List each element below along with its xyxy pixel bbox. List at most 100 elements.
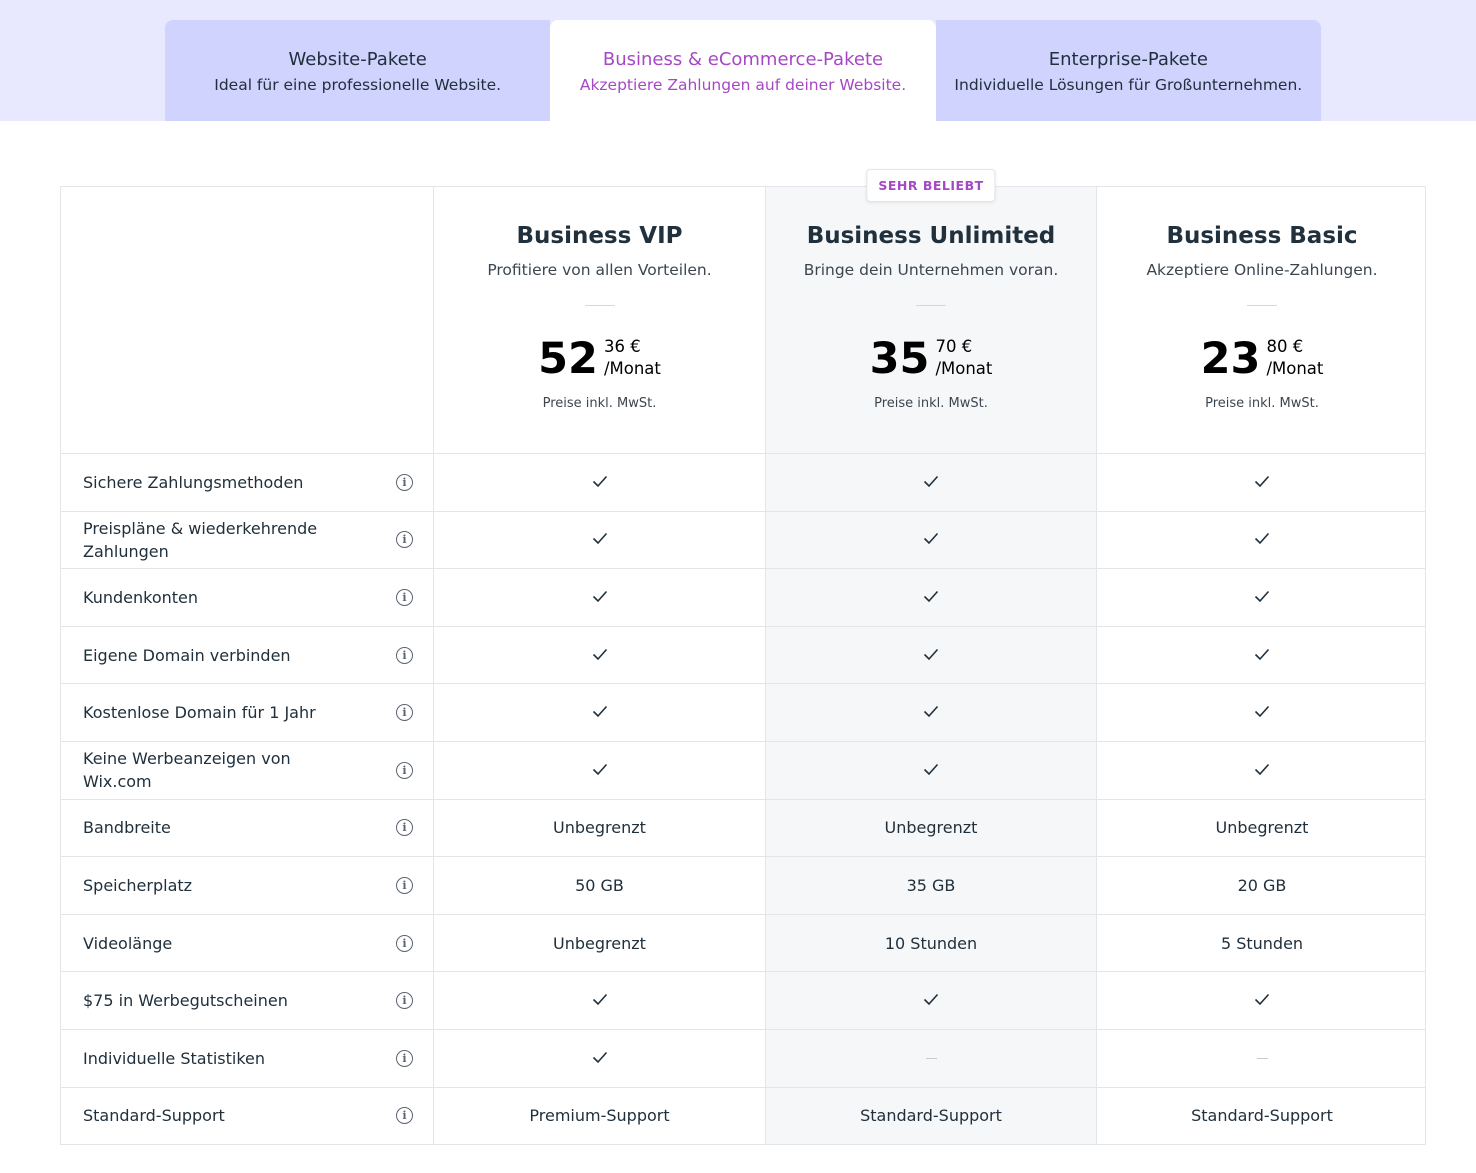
feature-cell: 5 Stunden bbox=[1096, 914, 1427, 972]
tab[interactable]: Website-Pakete Ideal für eine professione… bbox=[165, 20, 551, 121]
feature-name: Sichere Zahlungsmethoden bbox=[83, 472, 304, 492]
cell-text: 50 GB bbox=[575, 875, 624, 895]
info-icon[interactable]: i bbox=[396, 819, 413, 837]
price-cents: 70 € bbox=[935, 337, 973, 356]
feature-label: Standard-Support i bbox=[61, 1088, 433, 1145]
feature-cell: Unbegrenzt bbox=[1096, 799, 1427, 857]
plan-header: Business Basic Akzeptiere Online-Zahlunge… bbox=[1096, 187, 1427, 453]
feature-cell: 10 Stunden bbox=[765, 914, 1096, 972]
check-icon bbox=[1254, 991, 1270, 1010]
info-icon[interactable]: i bbox=[396, 876, 413, 894]
feature-cell bbox=[433, 454, 765, 511]
price: 35 70 € /Monat bbox=[766, 336, 1096, 382]
cell-text: Unbegrenzt bbox=[1215, 818, 1309, 838]
price: 52 36 € /Monat bbox=[434, 336, 765, 382]
feature-name: Keine Werbeanzeigen von Wix.com bbox=[83, 749, 291, 792]
feature-cell bbox=[1096, 684, 1427, 741]
feature-row: Preispläne & wiederkehrende Zahlungen i bbox=[61, 510, 1425, 569]
info-icon[interactable]: i bbox=[396, 992, 413, 1010]
tab-subtitle: Individuelle Lösungen für Großunternehme… bbox=[954, 76, 1303, 94]
feature-name: Eigene Domain verbinden bbox=[83, 645, 291, 665]
info-icon[interactable]: i bbox=[396, 761, 413, 779]
feature-cell bbox=[765, 626, 1096, 684]
feature-name: Kundenkonten bbox=[83, 587, 198, 607]
feature-cell: Unbegrenzt bbox=[765, 799, 1096, 857]
check-icon bbox=[592, 703, 608, 722]
feature-cell bbox=[433, 1029, 765, 1087]
tab-bar: Website-Pakete Ideal für eine professione… bbox=[0, 0, 1476, 121]
info-icon[interactable]: i bbox=[396, 531, 413, 549]
feature-label: Keine Werbeanzeigen von Wix.com i bbox=[61, 742, 433, 799]
price-detail: 80 € /Monat bbox=[1266, 336, 1323, 380]
check-icon bbox=[923, 761, 939, 780]
feature-cell: Standard-Support bbox=[1096, 1087, 1427, 1145]
price-period: /Monat bbox=[935, 359, 993, 378]
check-icon bbox=[923, 588, 939, 607]
price-note: Preise inkl. MwSt. bbox=[1205, 396, 1319, 411]
feature-label: Individuelle Statistiken i bbox=[61, 1030, 433, 1087]
feature-name: Speicherplatz bbox=[83, 875, 193, 895]
cell-text: Premium-Support bbox=[529, 1106, 670, 1126]
check-icon bbox=[1254, 646, 1270, 665]
feature-cell: 50 GB bbox=[433, 857, 765, 914]
plan-header: SEHR BELIEBT Business Unlimited Bringe dei… bbox=[765, 169, 1096, 453]
feature-cell bbox=[765, 1029, 1096, 1087]
info-icon[interactable]: i bbox=[396, 1049, 413, 1067]
plan-tagline: Profitiere von allen Vorteilen. bbox=[487, 261, 712, 279]
price-detail: 36 € /Monat bbox=[604, 336, 661, 380]
info-icon[interactable]: i bbox=[396, 1107, 413, 1125]
tab-subtitle: Ideal für eine professionelle Website. bbox=[214, 76, 502, 94]
feature-row: Eigene Domain verbinden i bbox=[61, 625, 1427, 684]
check-icon bbox=[923, 530, 939, 549]
tab-title: Website-Pakete bbox=[288, 49, 427, 70]
feature-cell: 35 GB bbox=[765, 857, 1096, 914]
feature-cell bbox=[1096, 569, 1427, 626]
check-icon bbox=[592, 1049, 608, 1068]
check-icon bbox=[923, 703, 939, 722]
info-icon[interactable]: i bbox=[396, 588, 413, 606]
dash-icon bbox=[925, 1057, 937, 1059]
check-icon bbox=[923, 991, 939, 1010]
info-icon[interactable]: i bbox=[396, 646, 413, 664]
tab[interactable]: Enterprise-Pakete Individuelle Lösungen f… bbox=[935, 20, 1321, 121]
feature-label: Kostenlose Domain für 1 Jahr i bbox=[61, 684, 433, 741]
check-icon bbox=[923, 473, 939, 492]
tabs: Website-Pakete Ideal für eine professione… bbox=[165, 20, 1321, 121]
info-icon[interactable]: i bbox=[396, 473, 413, 491]
price-cents: 36 € bbox=[603, 337, 641, 356]
plan-tagline: Bringe dein Unternehmen voran. bbox=[803, 261, 1059, 279]
check-icon bbox=[1254, 761, 1270, 780]
feature-row: Kostenlose Domain für 1 Jahr i bbox=[61, 683, 1425, 741]
feature-row: Individuelle Statistiken i bbox=[61, 1028, 1425, 1087]
separator bbox=[916, 305, 946, 306]
cell-text: 10 Stunden bbox=[884, 933, 978, 953]
plan-tagline: Akzeptiere Online-Zahlungen. bbox=[1146, 261, 1378, 279]
feature-cell bbox=[433, 972, 765, 1029]
price-main: 52 bbox=[538, 334, 598, 384]
check-icon bbox=[923, 646, 939, 665]
separator bbox=[584, 305, 615, 306]
check-icon bbox=[1254, 473, 1270, 492]
plan-name: Business VIP bbox=[516, 223, 683, 249]
cell-text: Standard-Support bbox=[1191, 1106, 1333, 1126]
cell-text: Unbegrenzt bbox=[884, 818, 978, 838]
price-detail: 70 € /Monat bbox=[935, 336, 992, 380]
price: 23 80 € /Monat bbox=[1097, 336, 1427, 382]
feature-cell bbox=[1096, 626, 1427, 684]
info-icon[interactable]: i bbox=[396, 934, 413, 952]
feature-name: Kostenlose Domain für 1 Jahr bbox=[83, 703, 316, 723]
feature-cell: Unbegrenzt bbox=[433, 799, 765, 857]
tab-title: Enterprise-Pakete bbox=[1048, 49, 1208, 70]
feature-cell bbox=[1096, 972, 1427, 1029]
info-icon[interactable]: i bbox=[396, 704, 413, 722]
check-icon bbox=[592, 991, 608, 1010]
feature-label: $75 in Werbegutscheinen i bbox=[61, 972, 433, 1029]
feature-name: Preispläne & wiederkehrende Zahlungen bbox=[83, 518, 318, 561]
tab[interactable]: Business & eCommerce-Pakete Akzeptiere Za… bbox=[550, 20, 936, 121]
feature-label: Sichere Zahlungsmethoden i bbox=[61, 454, 433, 511]
check-icon bbox=[592, 646, 608, 665]
feature-cell: Standard-Support bbox=[765, 1087, 1096, 1145]
plan-header: Business VIP Profitiere von allen Vorteil… bbox=[433, 187, 765, 453]
feature-label: Preispläne & wiederkehrende Zahlungen i bbox=[61, 512, 433, 569]
